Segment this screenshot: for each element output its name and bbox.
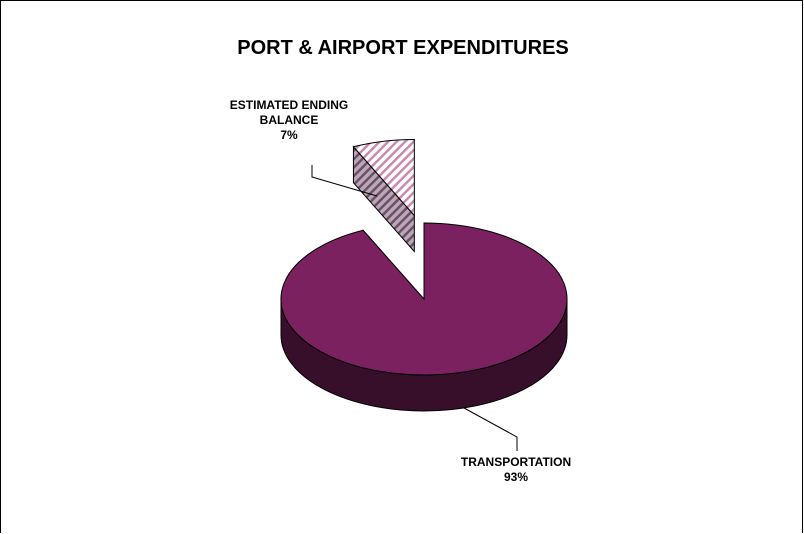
leader-line-transportation (464, 408, 517, 451)
slice-label-estimated-ending-balance: ESTIMATED ENDING BALANCE 7% (219, 98, 359, 143)
slice-name: TRANSPORTATION (441, 455, 591, 470)
slice-name-line-1: ESTIMATED ENDING (219, 98, 359, 113)
slice-name-line-2: BALANCE (219, 113, 359, 128)
pie-slice-transportation (281, 223, 567, 375)
slice-value: 93% (441, 470, 591, 485)
slice-label-transportation: TRANSPORTATION 93% (441, 455, 591, 485)
slice-value: 7% (219, 128, 359, 143)
